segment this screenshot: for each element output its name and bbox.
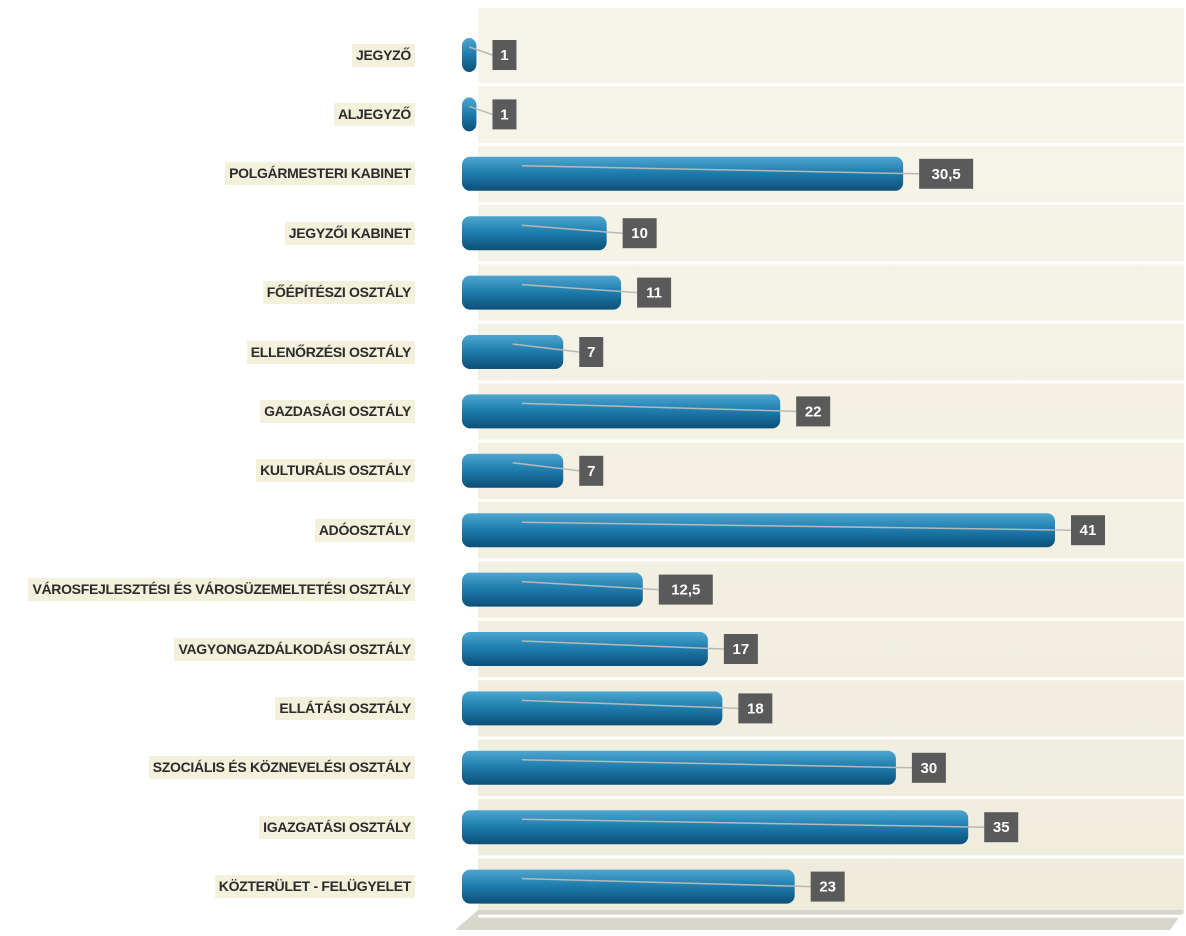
leader-line xyxy=(468,105,493,116)
value-label: 35 xyxy=(993,819,1010,836)
category-text: KÖZTERÜLET - FELÜGYELET xyxy=(214,875,415,899)
bar xyxy=(462,335,564,369)
value-label-box xyxy=(1071,515,1105,546)
leader-line xyxy=(521,580,659,591)
value-label: 30,5 xyxy=(932,166,961,183)
value-label: 30 xyxy=(921,760,938,777)
category-label: IGAZGATÁSI OSZTÁLY xyxy=(15,805,415,849)
value-label-box xyxy=(796,396,831,427)
category-label: ELLÁTÁSI OSZTÁLY xyxy=(15,686,415,730)
value-label: 7 xyxy=(587,344,595,361)
category-label: ALJEGYZŐ xyxy=(15,92,415,136)
value-label-box xyxy=(622,218,657,249)
leader-line xyxy=(521,877,811,888)
value-label: 10 xyxy=(631,225,648,242)
leader-line xyxy=(468,46,493,56)
bar xyxy=(462,394,781,429)
category-text: JEGYZŐ xyxy=(352,43,415,67)
category-text: SZOCIÁLIS ÉS KÖZNEVELÉSI OSZTÁLY xyxy=(148,756,415,780)
value-label-box xyxy=(658,574,713,605)
value-label: 7 xyxy=(587,463,595,480)
bar xyxy=(462,513,1055,548)
value-label-box xyxy=(810,871,845,902)
category-label: GAZDASÁGI OSZTÁLY xyxy=(15,389,415,433)
value-label-box xyxy=(911,752,946,783)
category-label: VAGYONGAZDÁLKODÁSI OSZTÁLY xyxy=(15,627,415,671)
value-label-box xyxy=(492,40,517,70)
leader-line xyxy=(521,699,739,710)
category-text: ALJEGYZŐ xyxy=(333,102,415,126)
bar xyxy=(462,691,723,726)
leader-line xyxy=(521,165,920,175)
value-label-box xyxy=(723,634,758,664)
category-text: KULTURÁLIS OSZTÁLY xyxy=(256,459,415,483)
category-text: ADÓOSZTÁLY xyxy=(314,518,415,542)
value-label: 22 xyxy=(805,403,822,420)
value-label-box xyxy=(984,812,1019,843)
category-text: POLGÁRMESTERI KABINET xyxy=(225,162,415,186)
category-label: FŐÉPÍTÉSZI OSZTÁLY xyxy=(15,271,415,315)
leader-line xyxy=(521,818,985,828)
leader-line xyxy=(512,343,580,353)
value-label: 18 xyxy=(747,700,764,717)
leader-line xyxy=(512,462,580,472)
category-label: ADÓOSZTÁLY xyxy=(15,508,415,552)
value-label-box xyxy=(492,99,517,130)
value-label-box xyxy=(738,693,773,724)
value-label-box xyxy=(579,455,604,486)
leader-line xyxy=(521,759,912,769)
category-text: ELLÁTÁSI OSZTÁLY xyxy=(275,696,415,720)
category-text: IGAZGATÁSI OSZTÁLY xyxy=(259,815,415,839)
category-text: VAGYONGAZDÁLKODÁSI OSZTÁLY xyxy=(174,637,415,661)
value-label: 41 xyxy=(1080,522,1097,539)
bar xyxy=(462,750,896,785)
category-text: ELLENŐRZÉSI OSZTÁLY xyxy=(246,340,415,364)
category-label: ELLENŐRZÉSI OSZTÁLY xyxy=(15,330,415,374)
value-label: 1 xyxy=(500,106,508,123)
category-text: GAZDASÁGI OSZTÁLY xyxy=(260,399,415,423)
value-label: 17 xyxy=(733,641,750,658)
bar xyxy=(462,810,969,845)
value-label: 12,5 xyxy=(671,582,700,599)
value-label-box xyxy=(579,337,604,367)
category-label: SZOCIÁLIS ÉS KÖZNEVELÉSI OSZTÁLY xyxy=(15,746,415,790)
bar xyxy=(462,869,795,904)
leader-line xyxy=(521,283,638,294)
value-label: 11 xyxy=(646,285,662,302)
value-label-box xyxy=(637,277,672,308)
leader-line xyxy=(521,224,623,234)
bar xyxy=(462,97,477,132)
value-label: 23 xyxy=(819,879,836,896)
bar xyxy=(462,38,477,72)
leader-line xyxy=(521,521,1072,531)
category-label: JEGYZŐI KABINET xyxy=(15,211,415,255)
category-text: VÁROSFEJLESZTÉSI ÉS VÁROSÜZEMELTETÉSI OS… xyxy=(28,578,415,602)
category-text: JEGYZŐI KABINET xyxy=(284,221,415,245)
leader-line xyxy=(521,640,724,650)
value-label-box xyxy=(919,158,974,189)
value-label: 1 xyxy=(500,47,508,64)
category-text: FŐÉPÍTÉSZI OSZTÁLY xyxy=(262,281,415,305)
bar xyxy=(462,156,904,191)
bar xyxy=(462,632,708,666)
leader-line xyxy=(521,402,797,413)
category-label: KÖZTERÜLET - FELÜGYELET xyxy=(15,865,415,909)
bar xyxy=(462,453,564,488)
bar xyxy=(462,275,622,310)
category-label: KULTURÁLIS OSZTÁLY xyxy=(15,449,415,493)
category-label: POLGÁRMESTERI KABINET xyxy=(15,152,415,196)
plot-floor xyxy=(455,910,1184,930)
bar xyxy=(462,572,643,607)
category-label: VÁROSFEJLESZTÉSI ÉS VÁROSÜZEMELTETÉSI OS… xyxy=(15,568,415,612)
category-label: JEGYZŐ xyxy=(15,33,415,77)
bar xyxy=(462,216,607,251)
